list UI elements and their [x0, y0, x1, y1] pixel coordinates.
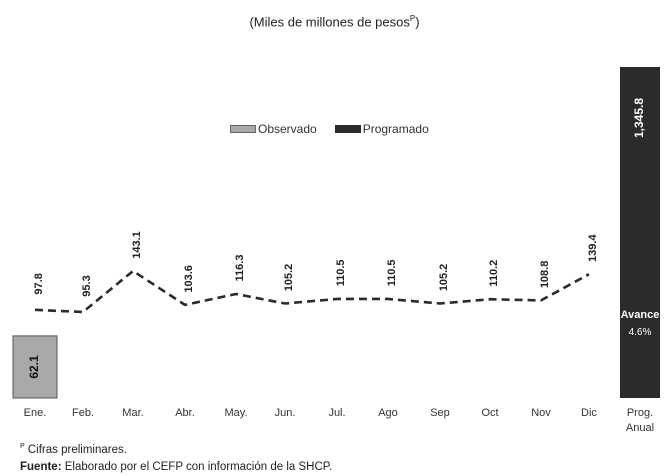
- footnote-mark: P: [20, 443, 25, 450]
- annual-bar: [620, 67, 660, 398]
- programmed-data-label: 97.8: [33, 273, 45, 294]
- observed-bar-label: 62.1: [27, 355, 41, 379]
- x-tick-label: Ago: [378, 407, 398, 419]
- x-tick-label: Sep: [430, 407, 450, 419]
- x-tick-label: Dic: [581, 407, 597, 419]
- x-tick-label: Oct: [481, 407, 498, 419]
- observed-bar: [12, 335, 58, 399]
- programmed-data-label: 139.4: [587, 234, 599, 262]
- legend-swatch-observed: [230, 125, 256, 133]
- annual-bar-label: 1,345.8: [632, 98, 646, 138]
- annual-progress-value: 4.6%: [629, 327, 652, 338]
- x-tick-label: Abr.: [175, 407, 195, 419]
- x-tick-label: Nov: [531, 407, 551, 419]
- source-label: Fuente:: [20, 460, 62, 473]
- programmed-line: [34, 269, 590, 314]
- subtitle-superscript: P: [409, 14, 416, 23]
- chart-subtitle: (Miles de millones de pesosP): [0, 14, 669, 29]
- programmed-data-label: 103.6: [183, 265, 195, 293]
- footnotes: P Cifras preliminares. Fuente: Elaborado…: [20, 438, 332, 476]
- footnote-preliminary-text: Cifras preliminares.: [27, 443, 127, 456]
- x-tick-label: Feb.: [72, 407, 94, 419]
- x-tick-label: Mar.: [122, 407, 143, 419]
- legend-swatch-programmed: [334, 125, 361, 133]
- programmed-data-label: 105.2: [283, 264, 295, 292]
- chart-legend: Observado Programado: [230, 122, 429, 136]
- programmed-data-label: 110.5: [386, 260, 398, 287]
- x-tick-label-cont: Anual: [626, 422, 654, 434]
- footnote-preliminary: P Cifras preliminares.: [20, 438, 332, 459]
- legend-label-observed: Observado: [258, 122, 317, 136]
- programmed-data-label: 108.8: [539, 261, 551, 289]
- x-tick-label: Jul.: [328, 407, 345, 419]
- annual-progress-label: Avance: [621, 309, 660, 321]
- programmed-data-label: 105.2: [438, 264, 450, 292]
- programmed-data-label: 110.5: [335, 260, 347, 287]
- programmed-data-label: 143.1: [131, 231, 143, 259]
- programmed-data-label: 116.3: [234, 255, 246, 282]
- source-text: Elaborado por el CEFP con información de…: [64, 460, 333, 473]
- subtitle-text: (Miles de millones de pesos: [249, 14, 410, 30]
- x-tick-label: May.: [224, 407, 247, 419]
- programmed-data-label: 95.3: [81, 275, 93, 296]
- legend-label-programmed: Programado: [362, 122, 429, 136]
- x-tick-label: Prog.: [627, 407, 653, 419]
- programmed-data-label: 110.2: [488, 260, 500, 287]
- subtitle-close: ): [415, 14, 420, 30]
- x-tick-label: Jun.: [275, 407, 296, 419]
- footnote-source: Fuente: Elaborado por el CEFP con inform…: [20, 459, 332, 476]
- x-tick-label: Ene.: [24, 407, 47, 419]
